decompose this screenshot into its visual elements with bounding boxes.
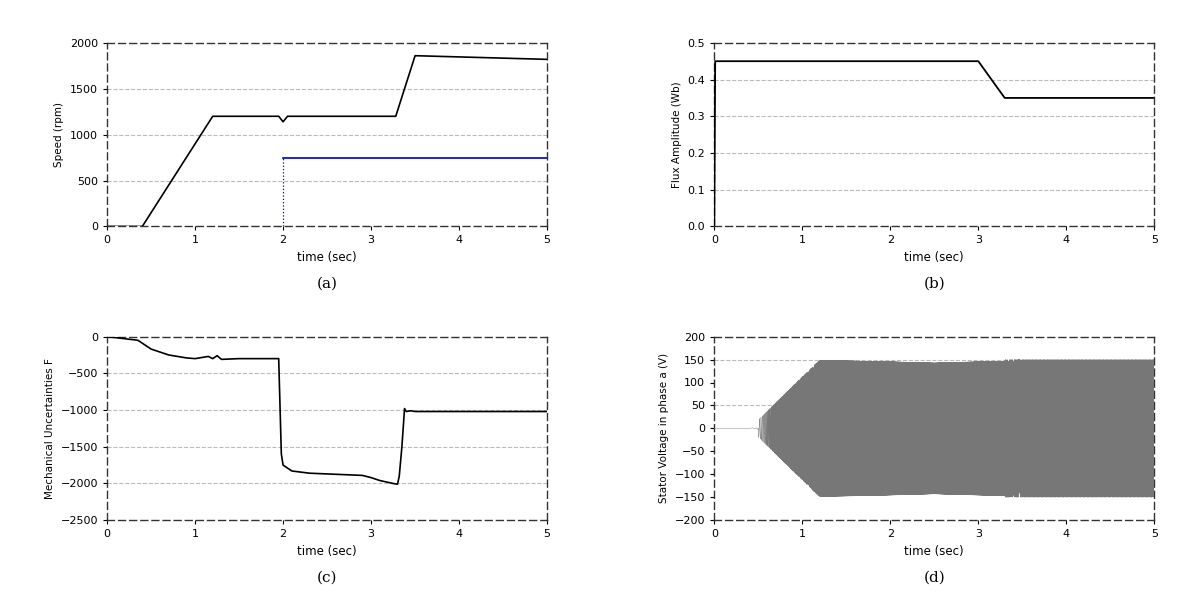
X-axis label: time (sec): time (sec) xyxy=(904,251,964,264)
Title: (b): (b) xyxy=(923,277,945,291)
X-axis label: time (sec): time (sec) xyxy=(904,545,964,558)
Title: (a): (a) xyxy=(317,277,338,291)
Title: (d): (d) xyxy=(923,570,945,584)
X-axis label: time (sec): time (sec) xyxy=(298,545,357,558)
Y-axis label: Mechanical Uncertainties F: Mechanical Uncertainties F xyxy=(45,358,55,499)
Y-axis label: Flux Amplitude (Wb): Flux Amplitude (Wb) xyxy=(672,81,682,188)
Title: (c): (c) xyxy=(317,570,337,584)
Y-axis label: Stator Voltage in phase a (V): Stator Voltage in phase a (V) xyxy=(659,353,669,504)
X-axis label: time (sec): time (sec) xyxy=(298,251,357,264)
Y-axis label: Speed (rpm): Speed (rpm) xyxy=(55,102,64,167)
